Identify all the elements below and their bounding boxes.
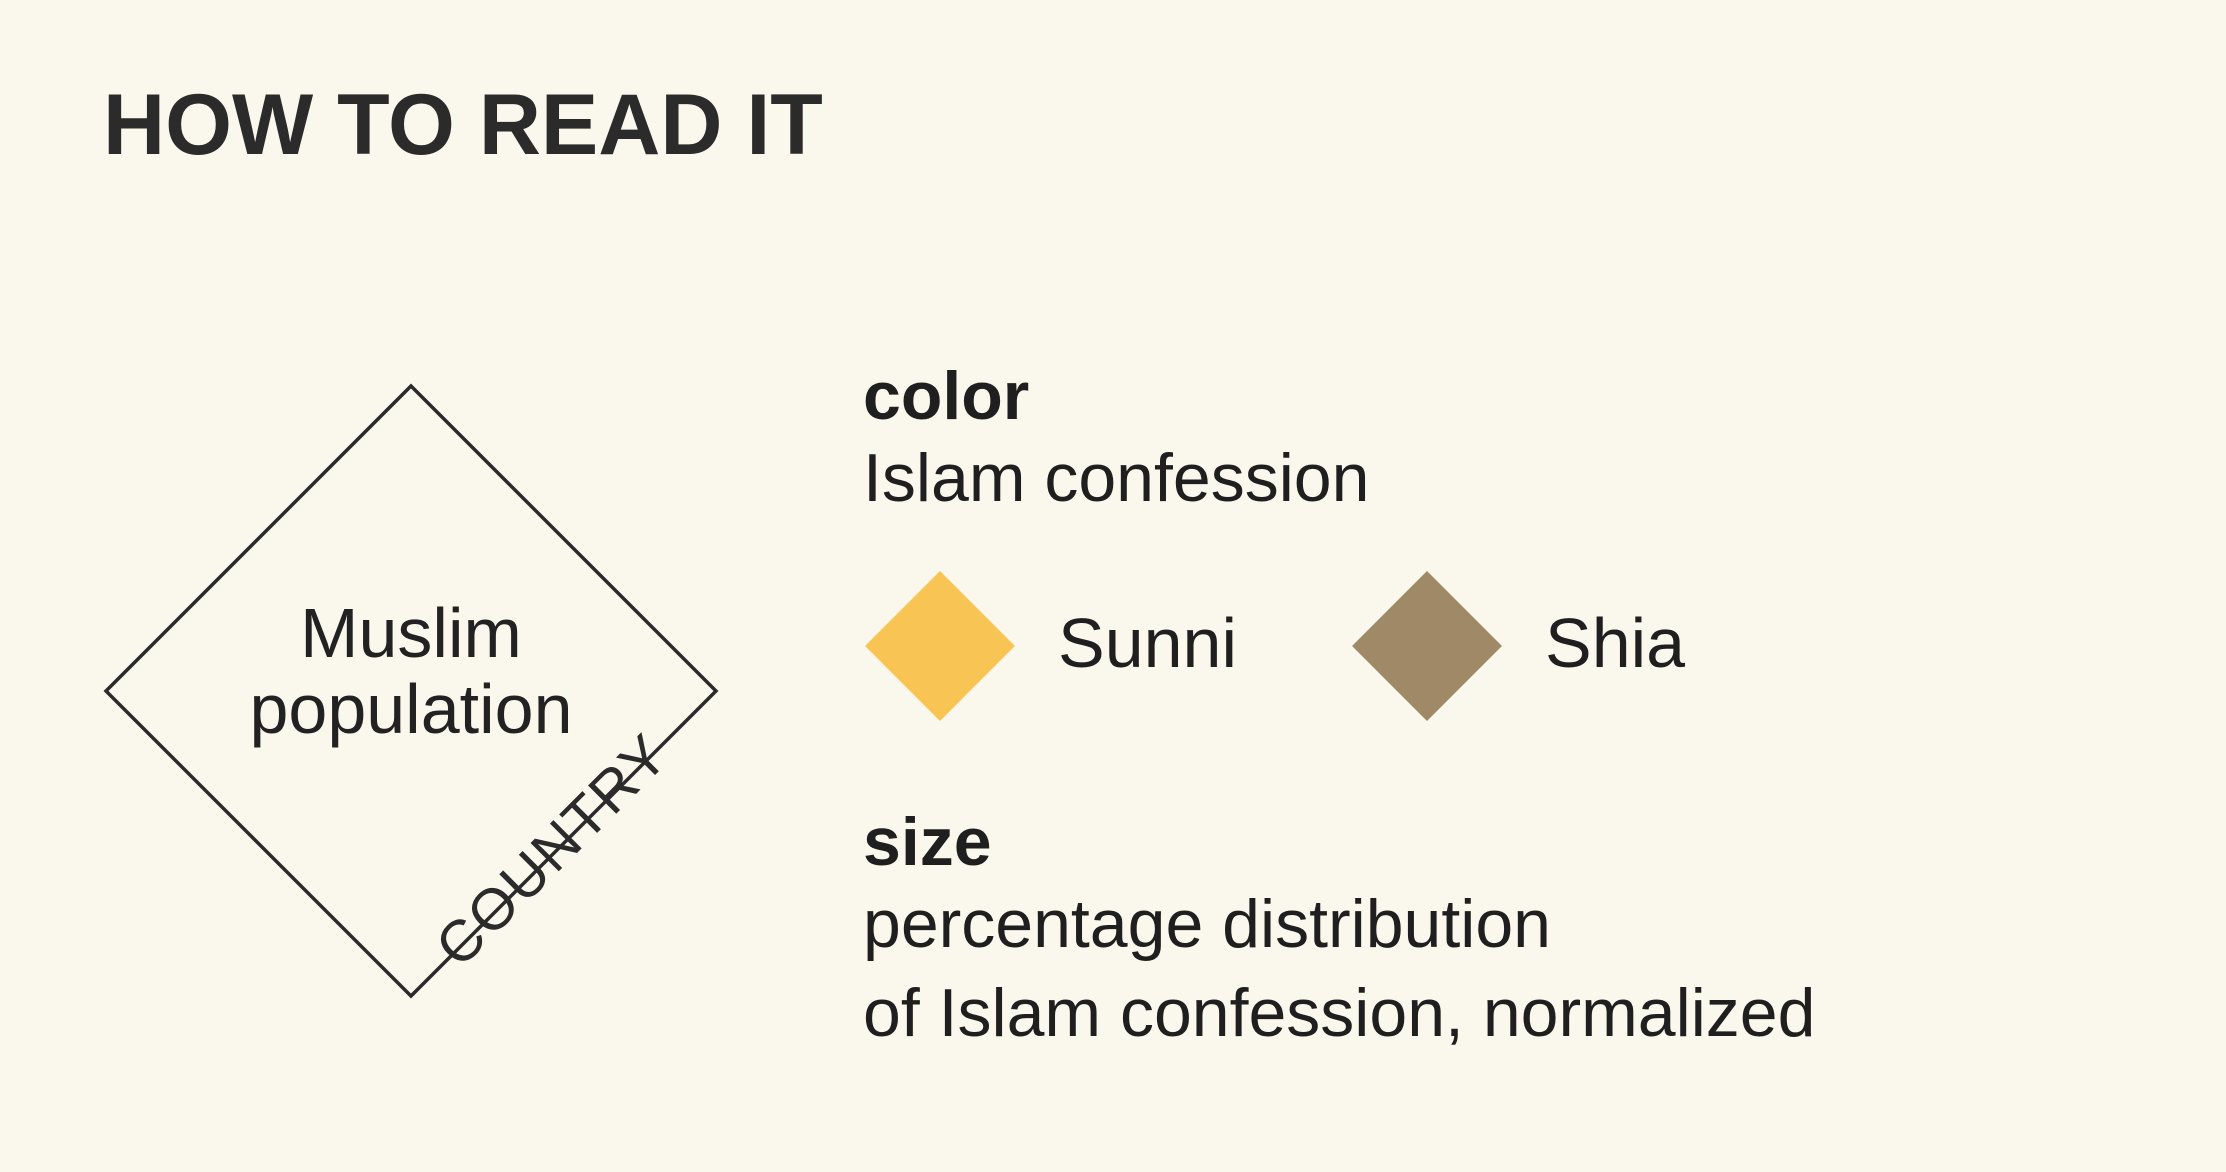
color-heading: color xyxy=(863,358,1030,434)
shia-swatch xyxy=(1352,571,1502,721)
sunni-swatch xyxy=(865,571,1015,721)
size-description-line-1: percentage distribution xyxy=(863,886,1552,962)
page-title: HOW TO READ IT xyxy=(103,77,823,173)
diagram-illustration: Muslim population COUNTRY xyxy=(103,383,719,999)
sunni-label: Sunni xyxy=(1058,604,1238,682)
diagram-edge-label-country: COUNTRY xyxy=(423,721,681,979)
shia-label: Shia xyxy=(1545,604,1686,682)
diagram-center-label-line-1: Muslim xyxy=(300,594,522,672)
size-heading: size xyxy=(863,804,992,880)
color-description: Islam confession xyxy=(863,440,1370,516)
diagram-center-label-line-2: population xyxy=(249,670,572,748)
country-diamond-outline xyxy=(103,383,719,999)
size-description-line-2: of Islam confession, normalized xyxy=(863,975,1816,1051)
